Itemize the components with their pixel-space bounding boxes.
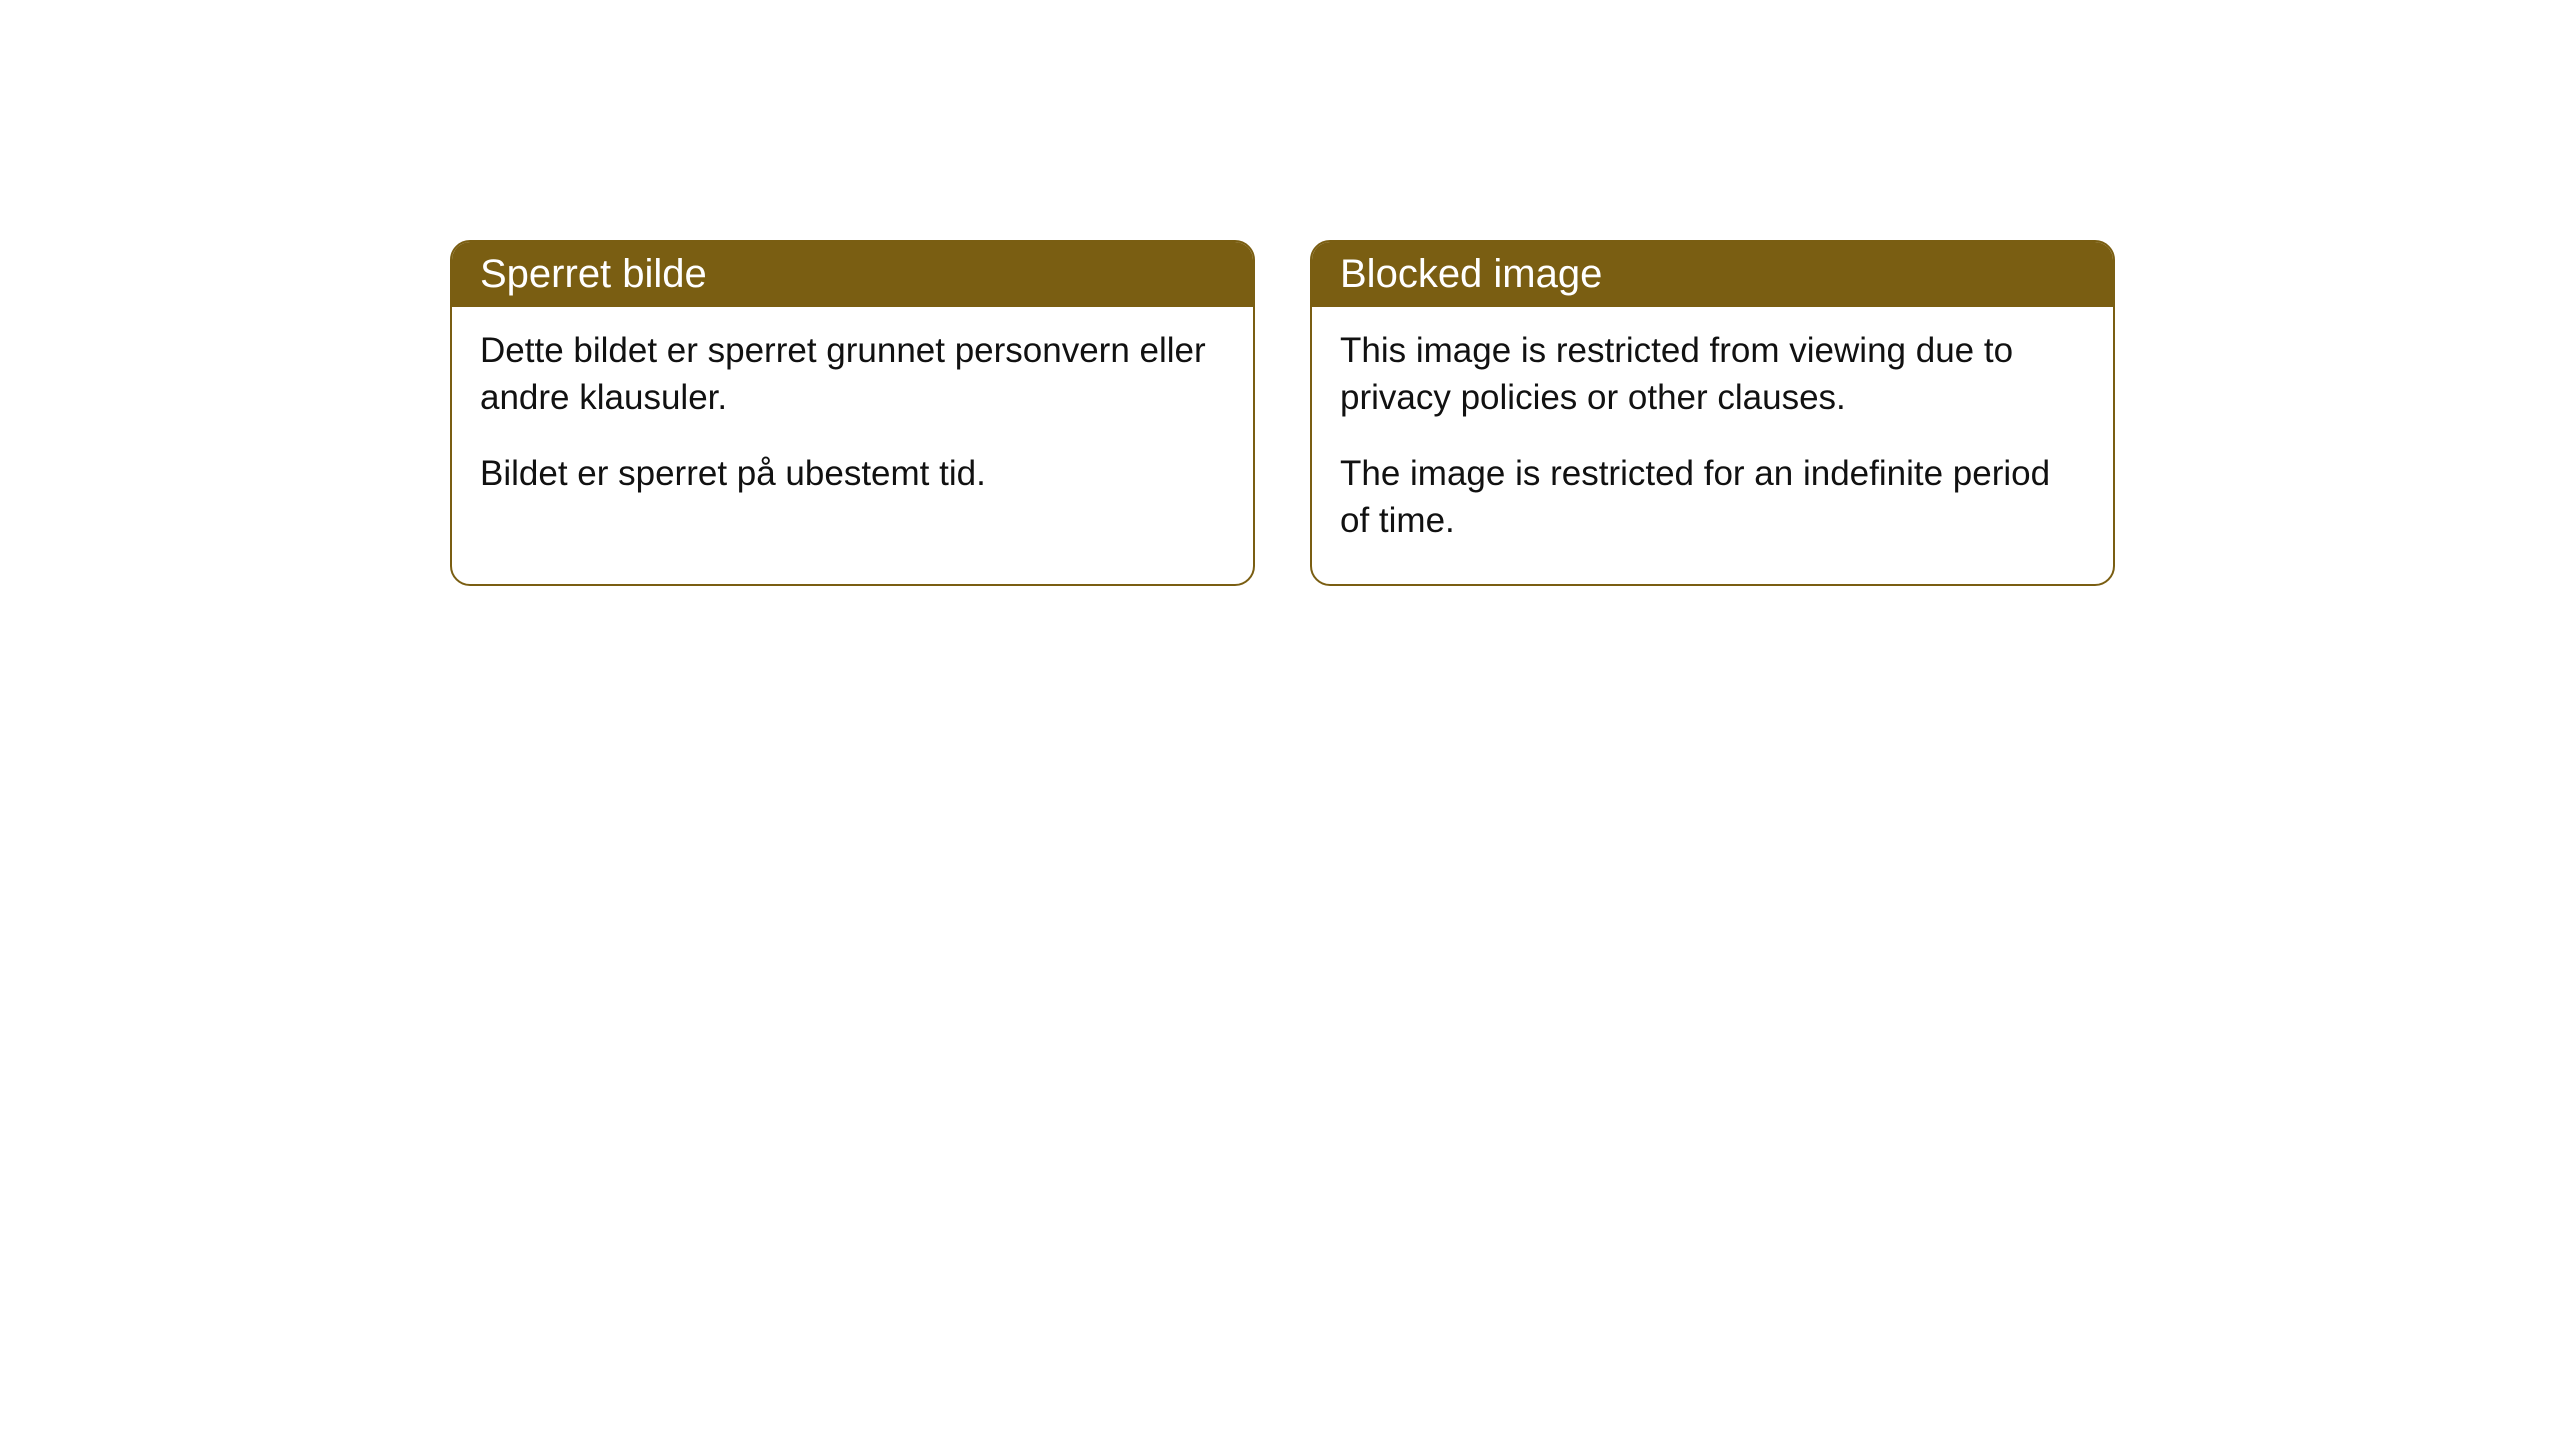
notice-card-norwegian: Sperret bilde Dette bildet er sperret gr…	[450, 240, 1255, 586]
card-paragraph-2: Bildet er sperret på ubestemt tid.	[480, 450, 1225, 497]
card-title: Blocked image	[1340, 252, 1602, 296]
card-header: Blocked image	[1312, 242, 2113, 307]
card-title: Sperret bilde	[480, 252, 707, 296]
cards-container: Sperret bilde Dette bildet er sperret gr…	[450, 240, 2115, 586]
card-body: Dette bildet er sperret grunnet personve…	[452, 307, 1253, 537]
card-paragraph-1: This image is restricted from viewing du…	[1340, 327, 2085, 422]
card-header: Sperret bilde	[452, 242, 1253, 307]
card-paragraph-2: The image is restricted for an indefinit…	[1340, 450, 2085, 545]
card-body: This image is restricted from viewing du…	[1312, 307, 2113, 584]
notice-card-english: Blocked image This image is restricted f…	[1310, 240, 2115, 586]
card-paragraph-1: Dette bildet er sperret grunnet personve…	[480, 327, 1225, 422]
